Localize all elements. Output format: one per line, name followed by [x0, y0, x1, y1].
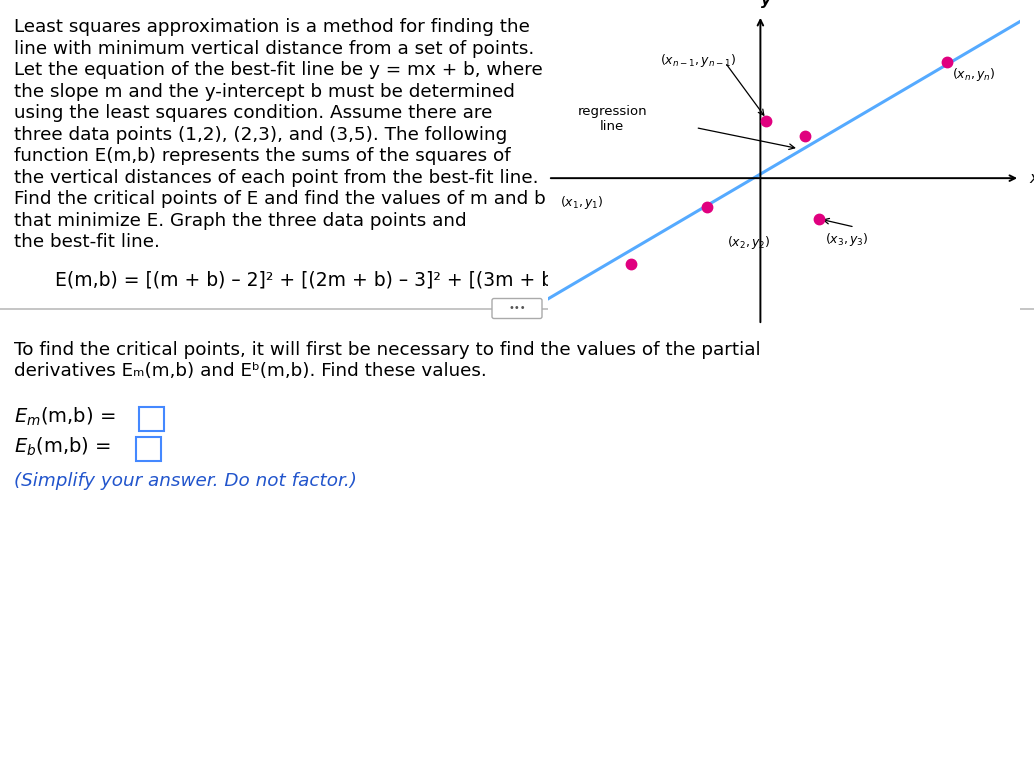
FancyBboxPatch shape	[136, 437, 161, 460]
Text: Let the equation of the best-fit line be y = mx + b, where: Let the equation of the best-fit line be…	[14, 61, 543, 79]
Text: $(x_1, y_1)$: $(x_1, y_1)$	[559, 194, 604, 211]
Text: E(m,b) = [(m + b) – 2]² + [(2m + b) – 3]² + [(3m + b) – 5]²: E(m,b) = [(m + b) – 2]² + [(2m + b) – 3]…	[55, 270, 608, 289]
Text: $E_b$(m,b) =: $E_b$(m,b) =	[14, 435, 111, 458]
Text: the slope m and the y-intercept b must be determined: the slope m and the y-intercept b must b…	[14, 82, 515, 100]
Text: (Simplify your answer. Do not factor.): (Simplify your answer. Do not factor.)	[14, 471, 357, 489]
FancyBboxPatch shape	[492, 299, 542, 318]
Text: To find the critical points, it will first be necessary to find the values of th: To find the critical points, it will fir…	[14, 340, 761, 358]
Text: $(x_n, y_n)$: $(x_n, y_n)$	[951, 66, 996, 82]
Text: $(x_2, y_2)$: $(x_2, y_2)$	[727, 234, 771, 251]
Text: derivatives Eₘ(m,b) and Eᵇ(m,b). Find these values.: derivatives Eₘ(m,b) and Eᵇ(m,b). Find th…	[14, 362, 487, 380]
Text: regression
line: regression line	[578, 105, 647, 133]
Text: that minimize E. Graph the three data points and: that minimize E. Graph the three data po…	[14, 212, 466, 230]
Text: $(x_{n-1}, y_{n-1})$: $(x_{n-1}, y_{n-1})$	[660, 52, 736, 69]
FancyBboxPatch shape	[139, 406, 164, 430]
Text: x: x	[1030, 171, 1034, 186]
Text: line with minimum vertical distance from a set of points.: line with minimum vertical distance from…	[14, 39, 535, 57]
Text: $(x_3, y_3)$: $(x_3, y_3)$	[825, 231, 869, 249]
Text: function E(m,b) represents the sums of the squares of: function E(m,b) represents the sums of t…	[14, 147, 511, 165]
Text: the vertical distances of each point from the best-fit line.: the vertical distances of each point fro…	[14, 169, 539, 187]
Text: $E_m$(m,b) =: $E_m$(m,b) =	[14, 405, 116, 428]
Text: three data points (1,2), (2,3), and (3,5). The following: three data points (1,2), (2,3), and (3,5…	[14, 125, 508, 143]
Text: •••: •••	[508, 303, 526, 313]
Text: the best-fit line.: the best-fit line.	[14, 233, 160, 251]
Text: Least squares approximation is a method for finding the: Least squares approximation is a method …	[14, 18, 529, 36]
Text: Find the critical points of E and find the values of m and b: Find the critical points of E and find t…	[14, 190, 546, 208]
Text: y: y	[761, 0, 771, 9]
Text: using the least squares condition. Assume there are: using the least squares condition. Assum…	[14, 104, 492, 122]
